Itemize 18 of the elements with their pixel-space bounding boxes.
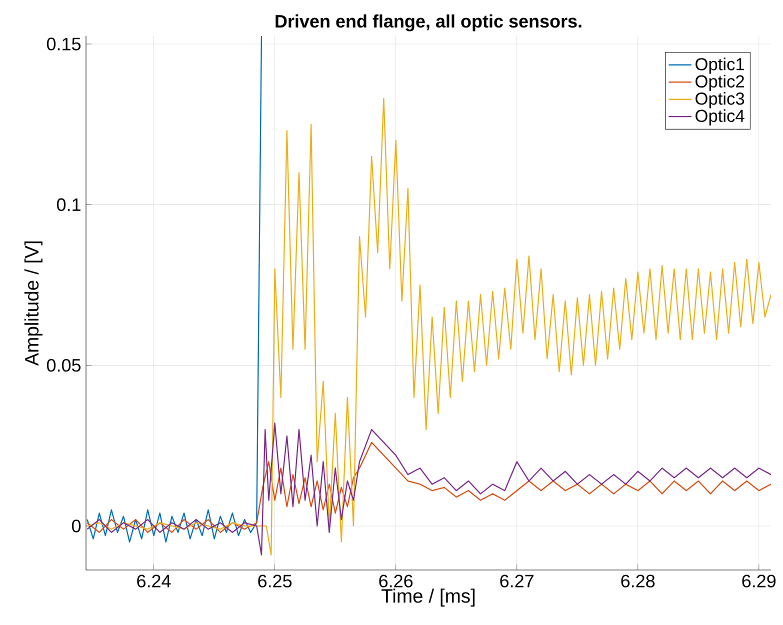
x-tick-label: 6.26	[379, 574, 413, 588]
y-tick-label: 0.05	[46, 358, 81, 372]
chart-title: Driven end flange, all optic sensors.	[276, 14, 582, 32]
legend-label: Optic2	[696, 74, 744, 91]
legend-label: Optic1	[696, 58, 744, 74]
y-tick-label: 0.15	[46, 38, 81, 50]
y-axis-title: Amplitude / [V]	[24, 242, 42, 366]
x-tick-label: 6.24	[137, 574, 171, 588]
x-tick-label: 6.25	[258, 574, 292, 588]
x-axis-title: Time / [ms]	[382, 588, 475, 607]
legend-label: Optic3	[696, 92, 744, 108]
legend-label: Optic4	[696, 109, 744, 126]
x-tick-label: 6.27	[500, 574, 534, 588]
x-tick-label: 6.29	[742, 574, 776, 588]
x-tick-label: 6.28	[621, 574, 655, 588]
y-tick-label: 0	[72, 520, 81, 532]
line-series	[86, 36, 262, 543]
y-tick-label: 0.1	[56, 198, 80, 212]
